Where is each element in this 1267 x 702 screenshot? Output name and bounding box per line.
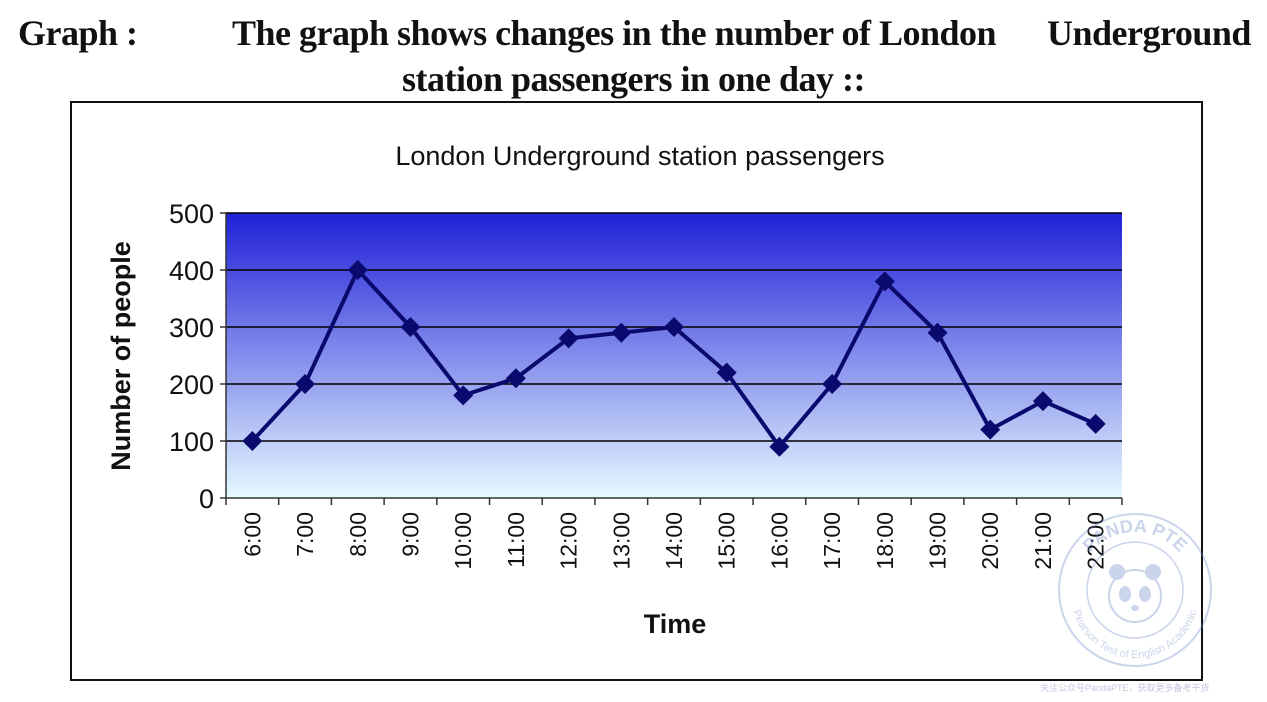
data-point-1000 (453, 385, 474, 406)
x-tick-label: 12:00 (556, 512, 582, 570)
data-point-1600 (769, 436, 790, 457)
heading-label: Graph : (18, 13, 138, 53)
x-tick-label: 9:00 (397, 512, 423, 557)
data-point-1700 (822, 374, 843, 394)
x-axis-label: Time (644, 609, 707, 639)
data-point-800 (347, 260, 368, 280)
watermark-note: 关注公众号PandaPTE，获取更多备考干货 (1040, 683, 1210, 693)
page-heading: Graph : The graph shows changes in the n… (0, 0, 1267, 100)
x-tick-label: 10:00 (450, 512, 476, 570)
x-tick-label: 8:00 (345, 512, 371, 557)
data-point-2000 (980, 419, 1001, 440)
data-point-2100 (1032, 391, 1053, 412)
watermark-top-text: PANDA PTE (1079, 516, 1191, 556)
data-point-1200 (558, 328, 579, 349)
panda-pte-watermark: PANDA PTE Pearson Test of English Academ… (1058, 513, 1212, 667)
watermark-ring-text: Pearson Test of English Academic (1070, 608, 1199, 661)
x-tick-label: 14:00 (661, 512, 687, 570)
line-chart: London Underground station passengers Nu… (106, 141, 1123, 639)
x-tick-label: 18:00 (872, 512, 898, 570)
plot-area (226, 213, 1122, 498)
data-point-1300 (611, 322, 632, 343)
x-tick-label: 7:00 (292, 512, 318, 557)
y-tick-label: 100 (169, 427, 214, 457)
x-tick-label: 17:00 (819, 512, 845, 570)
y-tick-label: 0 (199, 484, 214, 514)
chart-title: London Underground station passengers (395, 141, 884, 171)
data-point-2200 (1085, 413, 1106, 434)
y-axis-label: Number of people (106, 241, 136, 471)
data-point-600 (242, 431, 263, 451)
x-tick-label: 13:00 (608, 512, 634, 570)
data-point-1900 (927, 322, 948, 343)
heading-line-2: station passengers in one day :: (401, 59, 866, 99)
y-tick-label: 400 (169, 256, 214, 286)
x-tick-label: 16:00 (766, 512, 792, 570)
data-point-1400 (664, 317, 684, 337)
x-tick-label: 19:00 (925, 512, 951, 570)
x-tick-label: 21:00 (1030, 512, 1056, 570)
x-tick-label: 11:00 (503, 512, 529, 568)
y-tick-label: 200 (169, 370, 214, 400)
x-tick-label: 22:00 (1083, 512, 1109, 570)
chart-frame: London Underground station passengers Nu… (70, 101, 1203, 681)
data-point-1500 (716, 362, 737, 383)
data-point-900 (400, 317, 421, 337)
data-point-1800 (874, 271, 895, 292)
x-tick-label: 20:00 (977, 512, 1003, 570)
x-tick-label: 6:00 (239, 512, 265, 557)
y-tick-label: 300 (169, 313, 214, 343)
heading-line-1: The graph shows changes in the number of… (232, 13, 1251, 53)
x-tick-label: 15:00 (714, 512, 740, 570)
data-point-1100 (505, 368, 526, 389)
data-point-700 (295, 374, 316, 394)
y-tick-label: 500 (169, 199, 214, 229)
panda-face-icon (1108, 564, 1162, 623)
